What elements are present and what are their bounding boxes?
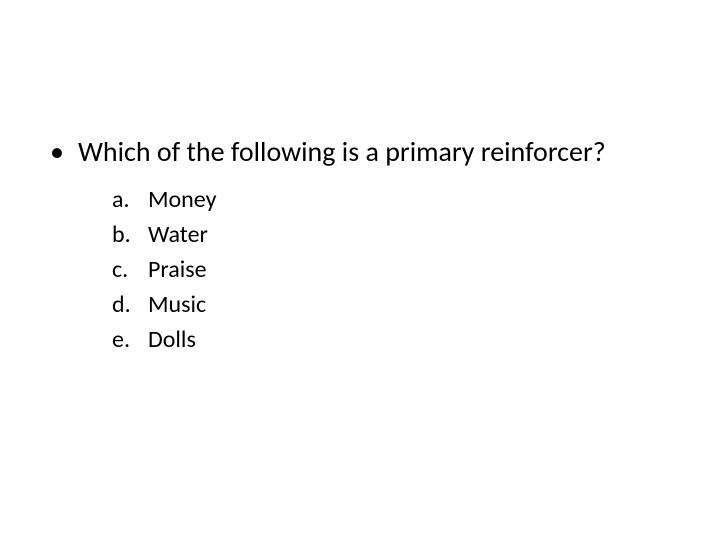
question-text: Which of the following is a primary rein… xyxy=(78,135,606,169)
option-letter: b. xyxy=(112,220,148,249)
options-list: a. Money b. Water c. Praise d. Music e. … xyxy=(50,185,720,354)
option-text: Water xyxy=(148,220,208,249)
option-text: Music xyxy=(148,290,206,319)
question-row: • Which of the following is a primary re… xyxy=(50,135,720,169)
option-item: c. Praise xyxy=(112,255,720,284)
option-letter: a. xyxy=(112,185,148,214)
option-item: b. Water xyxy=(112,220,720,249)
option-text: Money xyxy=(148,185,216,214)
option-item: a. Money xyxy=(112,185,720,214)
option-item: d. Music xyxy=(112,290,720,319)
slide-content: • Which of the following is a primary re… xyxy=(0,0,720,354)
option-text: Dolls xyxy=(148,325,196,354)
option-letter: e. xyxy=(112,325,148,354)
option-text: Praise xyxy=(148,255,207,284)
option-item: e. Dolls xyxy=(112,325,720,354)
option-letter: c. xyxy=(112,255,148,284)
option-letter: d. xyxy=(112,290,148,319)
bullet-icon: • xyxy=(50,138,64,166)
